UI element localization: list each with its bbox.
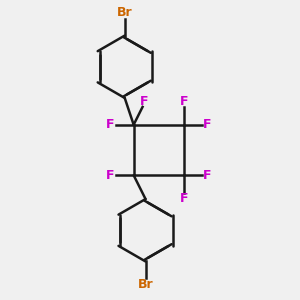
Text: F: F bbox=[106, 118, 115, 131]
Text: F: F bbox=[180, 192, 188, 205]
Text: F: F bbox=[203, 169, 212, 182]
Text: Br: Br bbox=[117, 6, 133, 19]
Text: F: F bbox=[203, 118, 212, 131]
Text: Br: Br bbox=[138, 278, 153, 291]
Text: F: F bbox=[106, 169, 115, 182]
Text: F: F bbox=[180, 95, 188, 108]
Text: F: F bbox=[140, 95, 148, 108]
